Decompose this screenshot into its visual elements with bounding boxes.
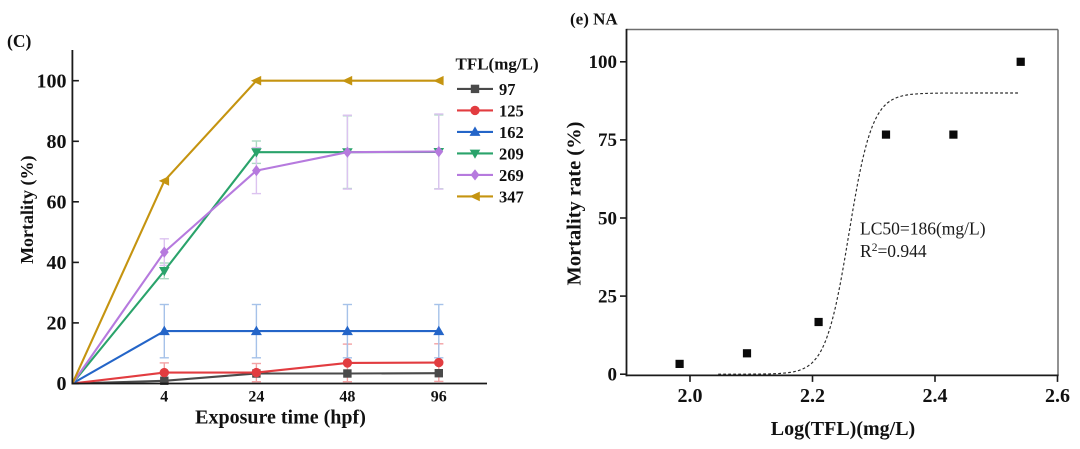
- svg-text:50: 50: [598, 208, 617, 229]
- svg-text:2.6: 2.6: [1045, 385, 1070, 407]
- svg-text:R2=0.944: R2=0.944: [860, 241, 927, 261]
- svg-text:97: 97: [499, 80, 516, 99]
- svg-text:60: 60: [47, 191, 67, 213]
- svg-text:Mortality rate (%): Mortality rate (%): [564, 122, 586, 286]
- svg-text:162: 162: [499, 123, 524, 142]
- svg-text:125: 125: [499, 101, 524, 120]
- svg-text:40: 40: [47, 252, 67, 274]
- svg-text:0: 0: [608, 365, 618, 386]
- svg-text:25: 25: [598, 286, 617, 307]
- svg-text:2.2: 2.2: [800, 385, 825, 407]
- svg-text:100: 100: [589, 52, 618, 73]
- svg-text:Log(TFL)(mg/L): Log(TFL)(mg/L): [771, 418, 915, 440]
- svg-text:80: 80: [47, 131, 67, 153]
- svg-text:Mortality (%): Mortality (%): [17, 155, 38, 263]
- svg-text:96: 96: [431, 389, 447, 406]
- svg-text:75: 75: [598, 130, 617, 151]
- svg-text:(e) NA: (e) NA: [570, 10, 618, 29]
- svg-text:347: 347: [499, 187, 524, 206]
- svg-text:20: 20: [47, 313, 67, 335]
- svg-text:209: 209: [499, 144, 524, 163]
- svg-text:100: 100: [37, 70, 67, 92]
- svg-text:24: 24: [248, 389, 264, 406]
- svg-text:Exposure time (hpf): Exposure time (hpf): [195, 407, 366, 429]
- svg-text:2.4: 2.4: [923, 385, 948, 407]
- svg-text:2.0: 2.0: [678, 385, 703, 407]
- svg-text:4: 4: [160, 389, 168, 406]
- svg-text:TFL(mg/L): TFL(mg/L): [456, 55, 539, 74]
- svg-text:269: 269: [499, 166, 524, 185]
- svg-text:LC50=186(mg/L): LC50=186(mg/L): [860, 219, 986, 239]
- svg-text:(C): (C): [7, 31, 31, 51]
- svg-text:0: 0: [57, 373, 67, 395]
- svg-text:48: 48: [339, 389, 355, 406]
